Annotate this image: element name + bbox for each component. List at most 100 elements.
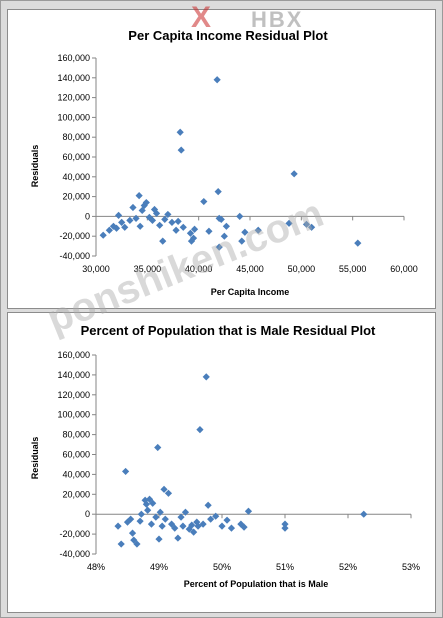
chart-panel-income: Per Capita Income Residual Plot Residual… bbox=[7, 9, 436, 309]
data-point bbox=[161, 515, 169, 523]
data-point bbox=[135, 192, 143, 200]
y-tick-label: -20,000 bbox=[59, 231, 90, 241]
x-tick-label: 45,000 bbox=[236, 264, 264, 274]
data-point bbox=[117, 540, 125, 548]
data-point bbox=[308, 223, 316, 231]
y-tick-label: 160,000 bbox=[57, 53, 90, 63]
data-point bbox=[159, 237, 167, 245]
y-tick-label: 0 bbox=[85, 211, 90, 221]
data-point bbox=[236, 212, 244, 220]
chart-title: Percent of Population that is Male Resid… bbox=[81, 323, 376, 338]
data-point bbox=[132, 214, 140, 222]
data-point bbox=[161, 215, 169, 223]
watermark-logo-x: X bbox=[191, 1, 213, 34]
chart-income-residuals: Per Capita Income Residual Plot Residual… bbox=[30, 28, 418, 297]
x-tick-label: 55,000 bbox=[339, 264, 367, 274]
y-tick-label: -40,000 bbox=[59, 251, 90, 261]
x-tick-label: 35,000 bbox=[134, 264, 162, 274]
x-tick-label: 40,000 bbox=[185, 264, 213, 274]
data-point bbox=[137, 510, 145, 518]
data-point bbox=[194, 522, 202, 530]
y-tick-labels: 160,000 140,000 120,000 100,000 80,000 60,000… bbox=[57, 350, 90, 559]
y-tick-label: -20,000 bbox=[59, 529, 90, 539]
y-tick-label: 20,000 bbox=[62, 489, 90, 499]
data-point bbox=[218, 522, 226, 530]
data-point bbox=[155, 535, 163, 543]
data-points bbox=[114, 373, 368, 548]
data-point bbox=[212, 512, 220, 520]
data-point bbox=[152, 209, 161, 218]
data-point bbox=[196, 426, 204, 434]
data-point bbox=[160, 485, 168, 493]
data-point bbox=[215, 243, 223, 251]
data-point bbox=[205, 227, 213, 235]
y-tick-label: 140,000 bbox=[57, 73, 90, 83]
data-point bbox=[290, 170, 298, 178]
data-point bbox=[174, 534, 182, 542]
data-point bbox=[241, 228, 249, 236]
data-point bbox=[302, 220, 311, 228]
data-point bbox=[285, 219, 293, 227]
data-point bbox=[213, 76, 221, 84]
y-tick-label: 0 bbox=[85, 509, 90, 519]
watermark-logo-text: HBX bbox=[251, 7, 304, 32]
y-tick-label: 40,000 bbox=[62, 469, 90, 479]
data-point bbox=[158, 522, 166, 530]
chart-panel-male: Percent of Population that is Male Resid… bbox=[7, 312, 436, 613]
data-point bbox=[142, 198, 150, 207]
data-point bbox=[156, 221, 164, 229]
data-point bbox=[136, 517, 144, 525]
data-point bbox=[144, 506, 152, 514]
data-point bbox=[164, 210, 172, 219]
y-tick-label: 40,000 bbox=[62, 172, 90, 182]
data-point bbox=[168, 218, 176, 226]
y-tick-label: 120,000 bbox=[57, 390, 90, 400]
data-point bbox=[121, 223, 129, 231]
data-point bbox=[122, 467, 130, 476]
data-point bbox=[133, 540, 141, 548]
data-point bbox=[99, 231, 107, 239]
y-tick-label: 60,000 bbox=[62, 450, 90, 460]
chart-title: Per Capita Income Residual Plot bbox=[128, 28, 328, 43]
x-tick-label: 30,000 bbox=[82, 264, 110, 274]
data-point bbox=[149, 499, 157, 507]
data-point bbox=[177, 146, 185, 154]
y-tick-label: 100,000 bbox=[57, 410, 90, 420]
data-point bbox=[136, 222, 144, 230]
y-tick-label: 80,000 bbox=[62, 430, 90, 440]
data-point bbox=[126, 216, 134, 224]
data-point bbox=[207, 515, 215, 523]
data-point bbox=[128, 529, 137, 537]
data-point bbox=[114, 211, 123, 220]
y-tick-label: 140,000 bbox=[57, 370, 90, 380]
data-point bbox=[164, 489, 173, 497]
x-tick-label: 50,000 bbox=[288, 264, 316, 274]
data-point bbox=[204, 501, 212, 509]
data-point bbox=[222, 222, 230, 230]
x-tick-label: 48% bbox=[87, 562, 105, 572]
data-point bbox=[181, 508, 190, 516]
data-point bbox=[152, 513, 160, 521]
chart-male-residuals: Percent of Population that is Male Resid… bbox=[30, 323, 420, 589]
x-tick-labels: 48% 49% 50% 51% 52% 53% bbox=[87, 562, 420, 572]
x-tick-label: 50% bbox=[213, 562, 231, 572]
data-point bbox=[156, 508, 164, 516]
data-point bbox=[174, 217, 182, 225]
x-tick-label: 49% bbox=[150, 562, 168, 572]
data-point bbox=[171, 524, 179, 532]
data-point bbox=[148, 216, 157, 224]
data-points bbox=[99, 76, 362, 251]
y-tick-label: 80,000 bbox=[62, 132, 90, 142]
data-point bbox=[190, 528, 198, 536]
data-point bbox=[118, 218, 126, 226]
y-tick-label: 160,000 bbox=[57, 350, 90, 360]
data-point bbox=[105, 226, 113, 234]
data-point bbox=[114, 522, 122, 530]
data-point bbox=[179, 223, 187, 231]
data-point bbox=[238, 237, 246, 245]
x-tick-labels: 30,000 35,000 40,000 45,000 50,000 55,000 60,0… bbox=[82, 264, 418, 274]
data-point bbox=[200, 197, 208, 206]
data-point bbox=[127, 515, 135, 523]
data-point bbox=[223, 516, 231, 524]
